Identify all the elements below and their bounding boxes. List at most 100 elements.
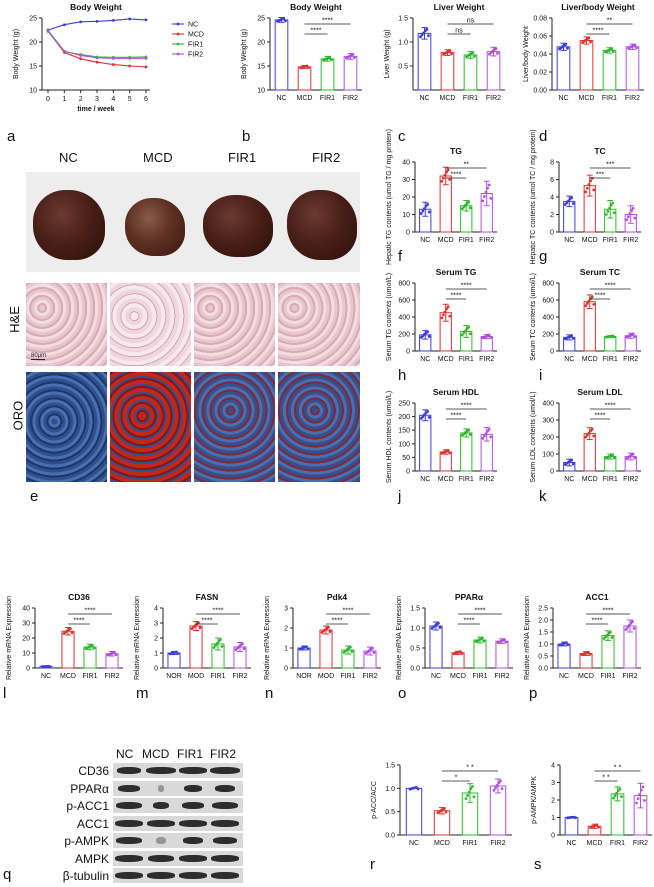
x-tick-label: MOD	[318, 673, 334, 680]
y-tick-label: 15	[29, 64, 37, 71]
x-tick-label: NC	[564, 476, 574, 483]
data-point	[612, 50, 615, 53]
data-point	[446, 305, 450, 309]
bar-FIR2	[625, 46, 640, 91]
y-axis-label: Hepatic TC contents (umol TC / mg protei…	[530, 129, 537, 264]
wb-band	[116, 802, 142, 809]
x-tick-label: FIR1	[82, 673, 97, 680]
chart-m: 0 1 2 3 4 FASN Relative mRNA Expression NOR MOD F…	[134, 592, 251, 680]
data-point	[626, 626, 629, 629]
series-point	[62, 23, 66, 27]
x-axis-label: time / week	[77, 106, 114, 113]
data-point	[241, 642, 244, 646]
wb-protein-label: ACC1	[76, 816, 109, 831]
data-point	[464, 797, 468, 800]
bar-MCD	[297, 66, 312, 91]
wb-band	[153, 802, 169, 809]
data-point	[421, 209, 425, 213]
y-tick-label: 10	[402, 212, 410, 219]
y-tick-label: 25	[257, 16, 265, 23]
data-point	[422, 31, 426, 35]
chart-title: TC	[594, 146, 605, 156]
data-point	[426, 330, 430, 334]
data-point	[471, 785, 474, 788]
oro-fir1-image	[194, 372, 275, 482]
data-point	[492, 788, 496, 792]
chart-title: Body Weight	[290, 2, 342, 12]
data-point	[427, 34, 430, 38]
data-point	[588, 652, 592, 656]
y-tick-label: 200	[542, 435, 554, 442]
y-tick-label: 6	[550, 177, 554, 184]
data-point	[282, 16, 286, 20]
chart-title: Serum LDL	[577, 387, 622, 397]
data-point	[489, 435, 493, 439]
data-point	[70, 631, 74, 635]
x-tick-label: FIR1	[320, 95, 335, 102]
chart-o: 0.0 0.5 1.0 1.5 PPARα Relative mRNA Expressio…	[396, 592, 513, 680]
sig-label: ****	[605, 403, 616, 410]
data-point	[198, 626, 202, 630]
y-axis-label: Hepatic TG contents (umol TG / mg protei…	[386, 129, 393, 265]
series-point	[95, 60, 99, 64]
data-point	[441, 176, 445, 180]
data-point	[427, 210, 431, 214]
y-axis-label: p-ACC/ACC	[371, 781, 378, 819]
data-point	[462, 205, 466, 209]
y-tick-label: 200	[398, 414, 410, 421]
he-nc-image	[26, 283, 107, 366]
x-tick-label: NC	[564, 356, 574, 363]
data-point	[494, 47, 498, 50]
data-point	[589, 179, 592, 183]
data-point	[448, 451, 452, 455]
x-tick-label: FIR1	[600, 673, 615, 680]
data-point	[460, 333, 464, 337]
y-tick-label: 0	[284, 666, 288, 673]
data-point	[631, 620, 634, 624]
y-tick-label: 0	[551, 833, 555, 840]
sig-label: ns	[467, 18, 475, 25]
data-point	[443, 310, 447, 314]
data-point	[212, 646, 216, 649]
x-tick-label: FIR2	[479, 356, 494, 363]
sig-label: ****	[593, 28, 604, 35]
data-point	[610, 636, 614, 639]
x-tick-label: MCD	[297, 95, 313, 102]
data-point	[612, 335, 616, 339]
x-tick-label: FIR2	[623, 476, 638, 483]
wb-band	[211, 872, 239, 879]
y-axis-label: Relative mRNA Expression	[264, 596, 271, 680]
data-point	[590, 428, 594, 431]
data-point	[589, 40, 592, 44]
series-point	[144, 56, 148, 60]
data-point	[487, 333, 491, 337]
wb-band	[158, 784, 164, 792]
bar-MOD	[189, 625, 203, 669]
data-point	[448, 178, 452, 181]
series-point	[128, 64, 132, 68]
y-tick-label: 400	[398, 315, 410, 322]
sig-label: ****	[343, 608, 354, 615]
chart-c: 0.5 1.0 1.5 Liver Weight Liver Weight (g) NC M…	[384, 2, 505, 102]
data-point	[469, 787, 473, 791]
data-point	[612, 211, 616, 215]
sig-label: ***	[596, 172, 604, 179]
header-fir2: FIR2	[312, 150, 341, 165]
oro-nc-image	[26, 372, 107, 482]
he-mcd-image	[110, 283, 191, 366]
series-point	[111, 63, 115, 66]
x-tick-label: 4	[111, 96, 115, 103]
wb-band	[184, 784, 202, 792]
y-tick-label: 0.5	[538, 654, 548, 661]
sig-label: ****	[451, 293, 462, 300]
data-point	[423, 207, 426, 210]
data-point	[643, 799, 646, 802]
x-tick-label: MCD	[438, 356, 454, 363]
y-axis-label: p-AMPK/AMPK	[531, 776, 538, 824]
y-tick-label: 0	[550, 469, 554, 476]
y-tick-label: 4	[154, 606, 158, 613]
data-point	[489, 197, 493, 200]
data-point	[214, 644, 218, 647]
data-point	[443, 173, 447, 177]
data-point	[565, 201, 569, 205]
